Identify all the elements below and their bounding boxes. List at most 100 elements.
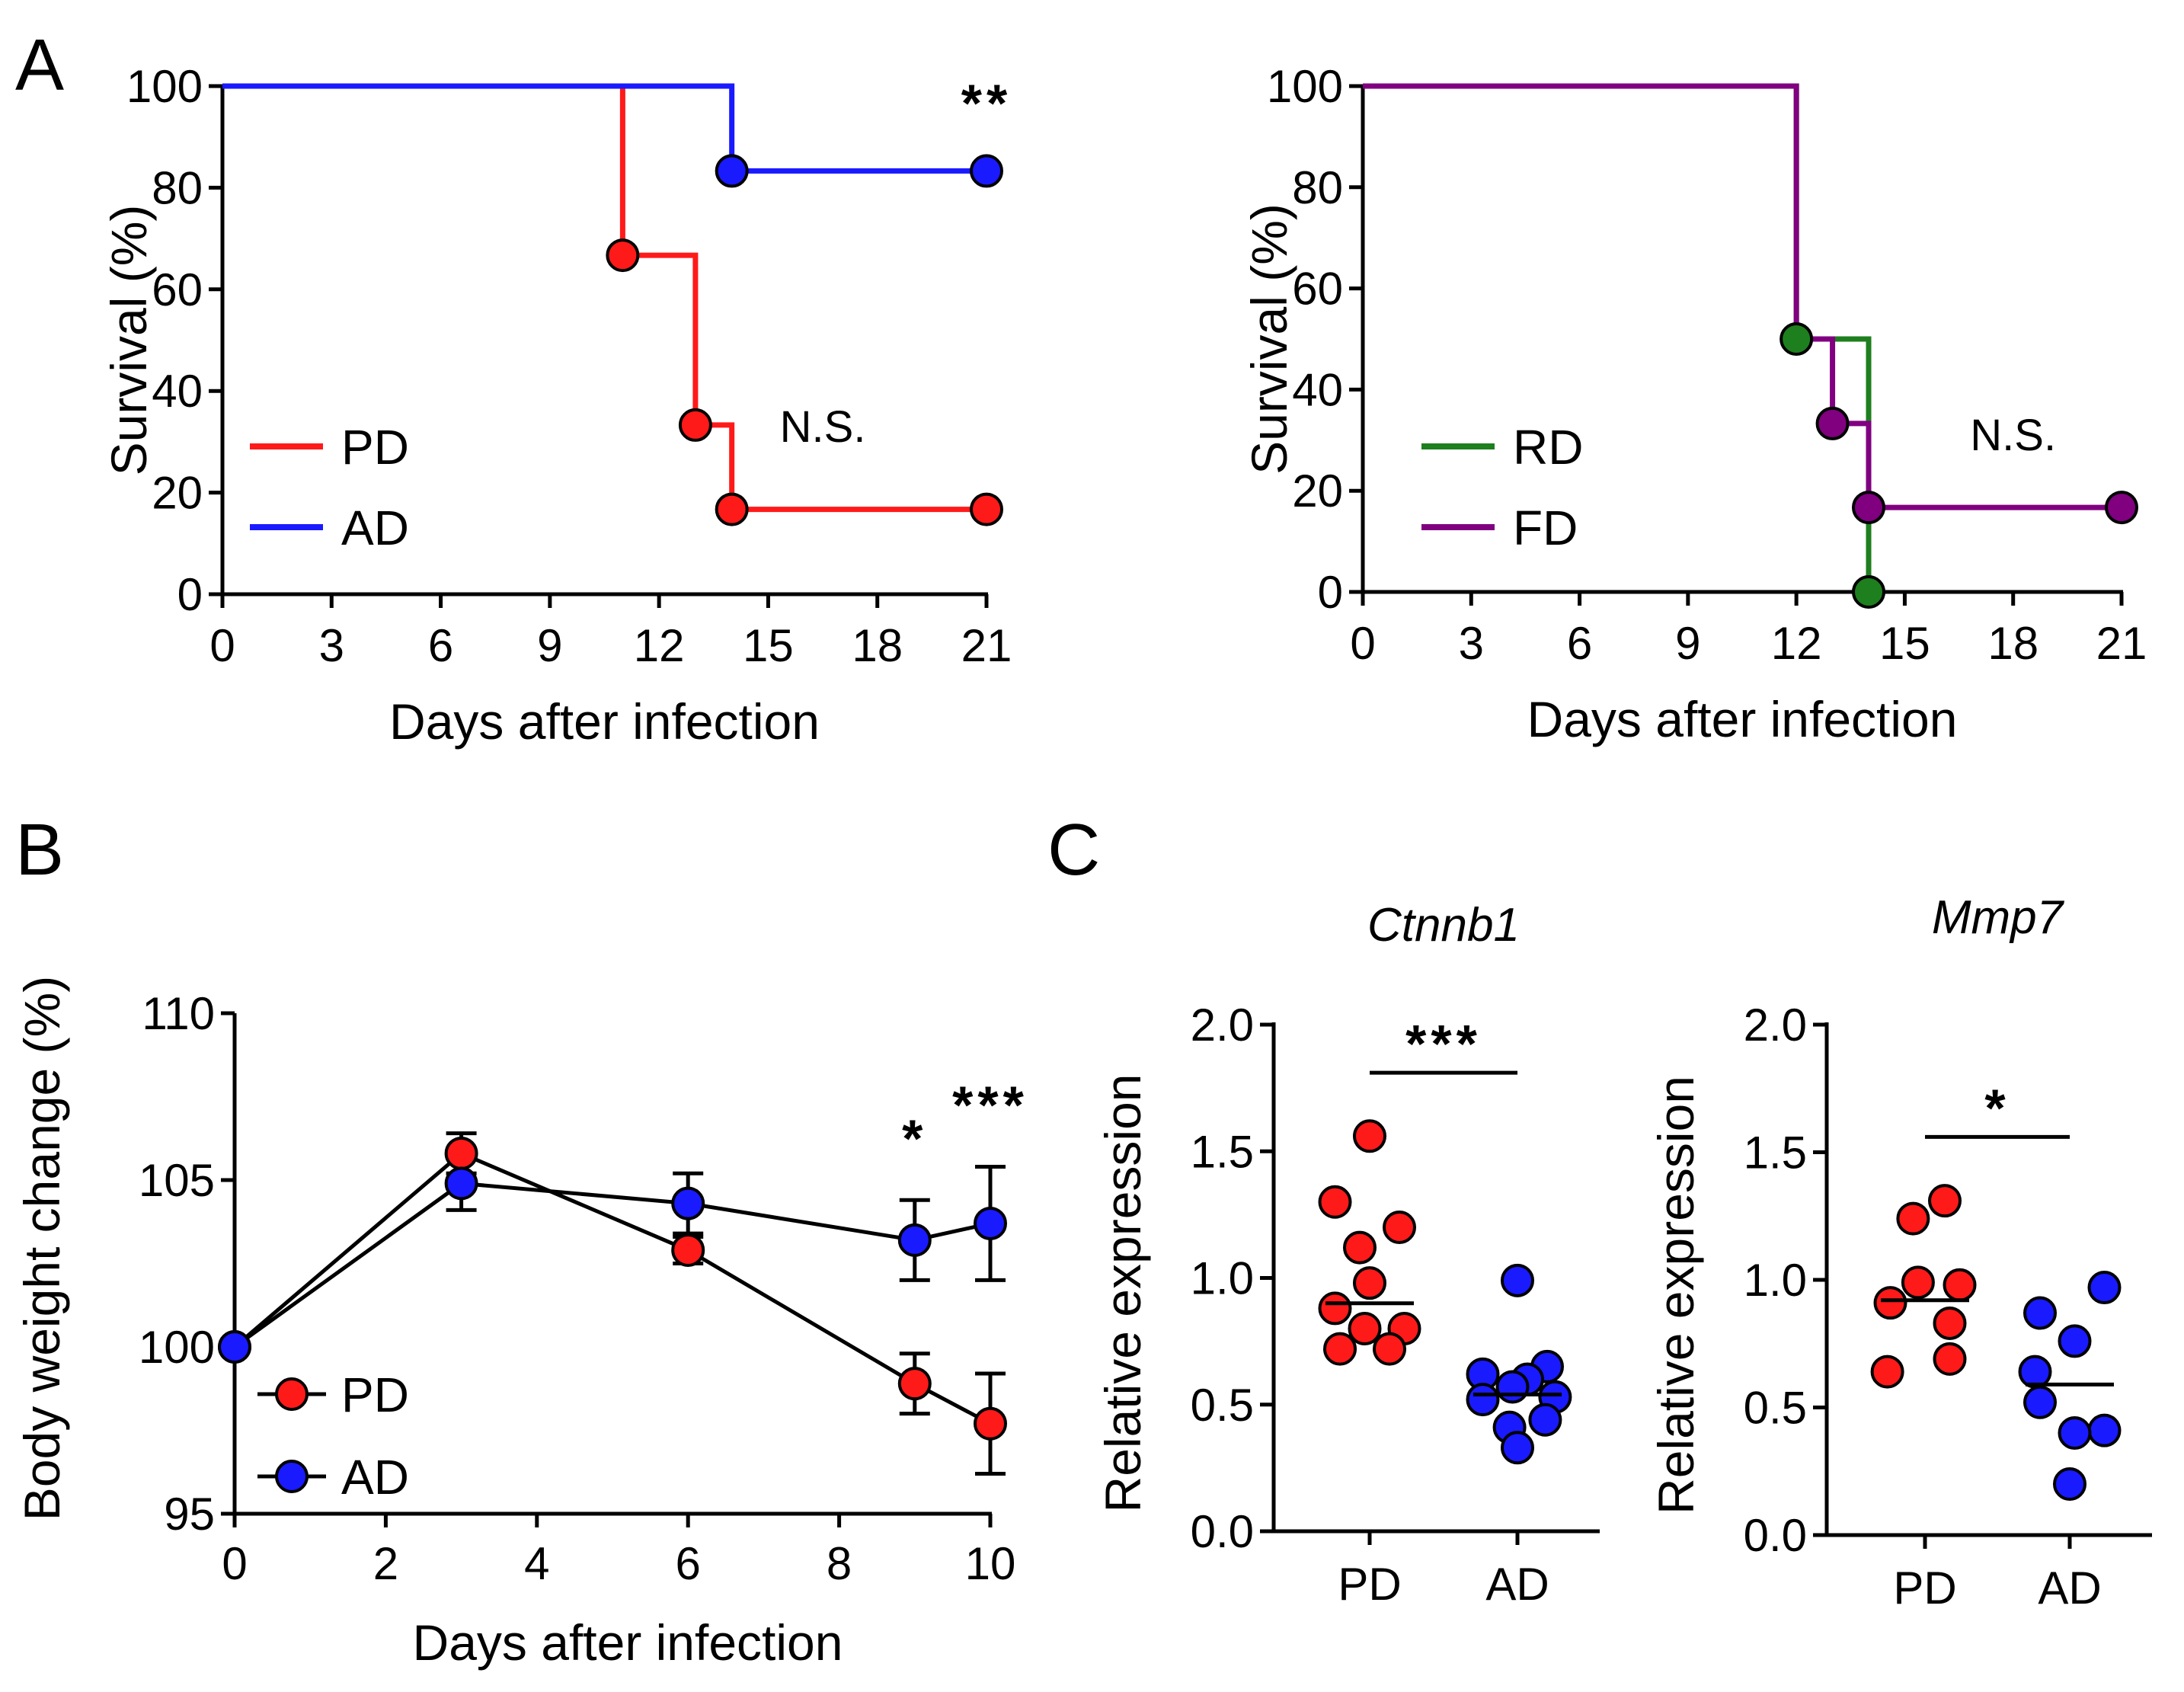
survival-point-fd bbox=[2105, 491, 2138, 525]
y-tick-label: 40 bbox=[1292, 364, 1343, 415]
weight-point-pd bbox=[671, 1233, 705, 1267]
weight-point-pd bbox=[444, 1136, 478, 1170]
expression-point-pd bbox=[1933, 1342, 1967, 1376]
ns-label: N.S. bbox=[1970, 411, 2056, 460]
x-tick-label: 0 bbox=[222, 1538, 247, 1589]
y-tick-label: 60 bbox=[1292, 264, 1343, 315]
survival-line-pd bbox=[222, 83, 986, 513]
expression-point-pd bbox=[1383, 1211, 1416, 1244]
expression-point-pd bbox=[1873, 1286, 1907, 1320]
gene-title: Ctnnb1 bbox=[1367, 899, 1520, 952]
x-axis-title: Days after infection bbox=[413, 1614, 843, 1671]
y-tick-label: 0 bbox=[1318, 567, 1343, 618]
expression-point-ad bbox=[2023, 1385, 2057, 1419]
expression-point-pd bbox=[1933, 1306, 1967, 1340]
y-tick-label: 1.5 bbox=[1744, 1127, 1807, 1179]
survival-point-fd bbox=[1815, 406, 1850, 440]
expression-point-pd bbox=[1943, 1268, 1977, 1302]
y-tick-label: 40 bbox=[152, 366, 203, 417]
y-tick-label: 0.5 bbox=[1744, 1383, 1807, 1434]
y-tick-label: 100 bbox=[139, 1322, 215, 1373]
weight-point-pd bbox=[897, 1367, 932, 1401]
x-tick-label: 10 bbox=[965, 1538, 1016, 1589]
expression-point-ad bbox=[1495, 1370, 1530, 1404]
expression-point-ad bbox=[1528, 1403, 1562, 1437]
panel-label-b: B bbox=[15, 809, 64, 891]
y-tick-label: 2.0 bbox=[1744, 1000, 1807, 1051]
x-tick-label: 6 bbox=[676, 1538, 701, 1589]
legend-label-pd: PD bbox=[341, 420, 409, 475]
y-tick-label: 20 bbox=[152, 468, 203, 519]
weight-point-ad bbox=[974, 1206, 1007, 1240]
expression-point-pd bbox=[1353, 1119, 1386, 1153]
x-tick-label: 6 bbox=[428, 620, 453, 671]
x-axis-title: Days after infection bbox=[389, 693, 820, 750]
y-tick-label: 0.0 bbox=[1191, 1506, 1254, 1557]
x-tick-label: 0 bbox=[209, 620, 235, 671]
x-axis-title: Days after infection bbox=[1527, 691, 1958, 747]
gene-title: Mmp7 bbox=[1932, 891, 2065, 944]
mmp7-expression-chart: 0.0 0.5 1.0 1.5 2.0 PD AD Mmp7 Relative expressi… bbox=[1648, 891, 2152, 1614]
y-tick-label: 110 bbox=[142, 988, 215, 1039]
significance-stars: * bbox=[1984, 1078, 2010, 1137]
weight-point-ad bbox=[671, 1186, 705, 1220]
survival-point-rd bbox=[1852, 575, 1885, 609]
expression-point-pd bbox=[1870, 1355, 1904, 1389]
legend-label-pd: PD bbox=[341, 1367, 409, 1422]
expression-point-pd bbox=[1928, 1184, 1962, 1218]
expression-point-ad bbox=[2023, 1296, 2057, 1330]
survival-point-pd bbox=[715, 492, 749, 526]
y-tick-label: 0 bbox=[177, 569, 203, 620]
y-tick-label: 1.0 bbox=[1744, 1255, 1807, 1306]
y-tick-label: 1.5 bbox=[1191, 1126, 1254, 1177]
x-tick-label: 12 bbox=[1771, 618, 1822, 669]
legend-marker-ad bbox=[275, 1460, 309, 1493]
survival-chart-rd-fd: 0 20 40 60 80 100 0 3 6 9 12 15 18 21 Days after infec… bbox=[1241, 61, 2147, 747]
expression-point-pd bbox=[1901, 1265, 1935, 1300]
legend-label-fd: FD bbox=[1513, 501, 1578, 555]
survival-point-ad bbox=[715, 154, 749, 188]
x-tick-label: 6 bbox=[1567, 618, 1592, 669]
expression-point-ad bbox=[2058, 1324, 2092, 1358]
y-axis-title: Relative expression bbox=[1095, 1074, 1151, 1513]
x-tick-label: 2 bbox=[373, 1538, 398, 1589]
category-label: PD bbox=[1338, 1559, 1401, 1610]
y-axis-title: Survival (%) bbox=[101, 205, 157, 476]
weight-point-pd bbox=[974, 1406, 1007, 1441]
x-tick-label: 21 bbox=[2096, 618, 2147, 669]
expression-point-pd bbox=[1343, 1230, 1377, 1265]
significance-stars: *** bbox=[1405, 1014, 1482, 1073]
expression-point-ad bbox=[1501, 1263, 1534, 1297]
y-tick-label: 100 bbox=[126, 61, 203, 112]
survival-point-pd bbox=[606, 238, 640, 273]
x-tick-label: 18 bbox=[852, 620, 903, 671]
x-tick-label: 8 bbox=[827, 1538, 852, 1589]
survival-chart-pd-ad: 0 20 40 60 80 100 0 3 6 9 12 15 18 21 Days after infec… bbox=[101, 61, 1012, 750]
x-tick-label: 15 bbox=[743, 620, 794, 671]
y-axis-title: Survival (%) bbox=[1241, 203, 1297, 475]
survival-point-pd bbox=[970, 492, 1003, 526]
survival-point-fd bbox=[1852, 491, 1885, 525]
category-label: PD bbox=[1893, 1562, 1956, 1614]
x-tick-label: 4 bbox=[524, 1538, 549, 1589]
ns-label: N.S. bbox=[780, 402, 866, 452]
y-tick-label: 95 bbox=[164, 1489, 215, 1540]
ctnnb1-expression-chart: 0.0 0.5 1.0 1.5 2.0 PD AD Ctnnb1 Relative expres… bbox=[1095, 899, 1600, 1610]
y-tick-label: 80 bbox=[1292, 162, 1343, 213]
x-tick-label: 12 bbox=[634, 620, 685, 671]
survival-point-rd bbox=[1779, 322, 1814, 356]
weight-point-ad bbox=[444, 1166, 478, 1201]
legend-label-ad: AD bbox=[341, 1450, 409, 1505]
significance-stars: * bbox=[902, 1108, 927, 1168]
expression-point-ad bbox=[1466, 1383, 1500, 1417]
category-label: AD bbox=[1485, 1559, 1549, 1610]
expression-point-pd bbox=[1348, 1312, 1382, 1345]
legend-label-ad: AD bbox=[341, 501, 409, 555]
expression-point-ad bbox=[2087, 1413, 2122, 1447]
x-tick-label: 9 bbox=[537, 620, 562, 671]
y-axis-title: Body weight change (%) bbox=[14, 976, 70, 1521]
y-tick-label: 0.0 bbox=[1744, 1510, 1807, 1561]
y-tick-label: 1.0 bbox=[1191, 1253, 1254, 1304]
expression-point-pd bbox=[1318, 1185, 1352, 1219]
